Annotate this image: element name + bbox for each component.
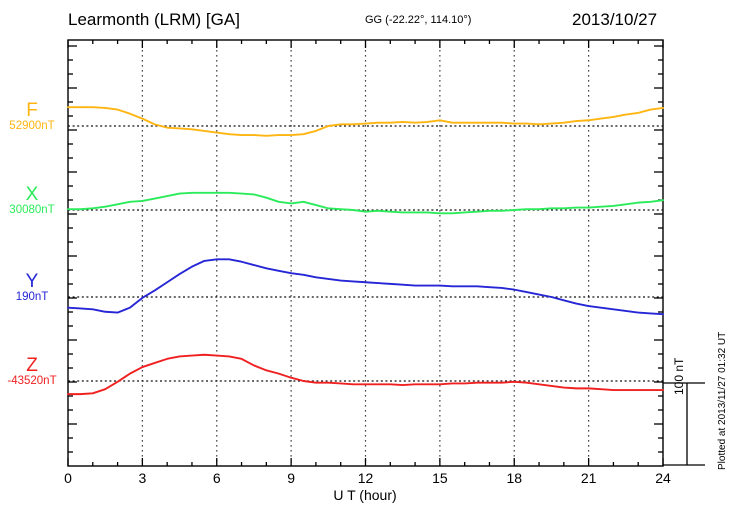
- observation-date: 2013/10/27: [572, 10, 658, 29]
- page-title: Learmonth (LRM) [GA]: [68, 10, 240, 29]
- x-axis-title: U T (hour): [333, 487, 397, 503]
- x-tick-label-15: 15: [432, 470, 448, 486]
- x-tick-label-0: 0: [64, 470, 72, 486]
- component-baseline-f: 52900nT: [9, 120, 55, 132]
- x-tick-label-3: 3: [138, 470, 147, 486]
- component-baseline-z: -43520nT: [7, 375, 57, 387]
- component-letter-y: Y: [25, 271, 39, 292]
- component-baseline-x: 30080nT: [9, 204, 55, 216]
- component-label-y: Y 190nT: [0, 272, 64, 304]
- component-label-x: X 30080nT: [0, 185, 64, 217]
- plot-frame: [67, 39, 664, 467]
- component-label-f: F 52900nT: [0, 101, 64, 133]
- grid-lines: [141, 40, 590, 466]
- component-baselines: [68, 125, 663, 382]
- x-tick-label-9: 9: [287, 470, 296, 486]
- component-baseline-y: 190nT: [15, 291, 49, 303]
- x-tick-label-6: 6: [212, 470, 221, 486]
- scale-bar: [663, 382, 705, 466]
- x-tick-label-24: 24: [655, 470, 671, 486]
- component-label-z: Z -43520nT: [0, 356, 64, 388]
- data-traces: [67, 106, 664, 396]
- x-tick-label-12: 12: [357, 470, 374, 486]
- scale-bar-label: 100 nT: [672, 357, 686, 395]
- axis-ticks: [67, 40, 664, 466]
- component-letter-x: X: [25, 184, 39, 205]
- component-letter-z: Z: [26, 355, 38, 376]
- x-tick-label-21: 21: [580, 470, 597, 486]
- component-letter-f: F: [26, 100, 38, 121]
- plotted-at-timestamp: Plotted at 2013/11/27 01:32 UT: [717, 331, 728, 470]
- x-tick-label-18: 18: [506, 470, 523, 486]
- geographic-coordinates: GG (-22.22°, 114.10°): [365, 14, 472, 26]
